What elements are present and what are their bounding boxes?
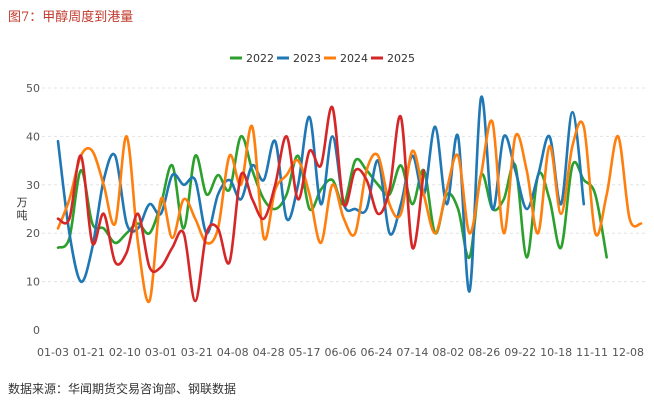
x-axis-ticks: 01-03 01-21 02-10 03-01 03-21 04-08 04-28 05-17… bbox=[37, 346, 644, 359]
x-tick-label: 07-14 bbox=[396, 346, 428, 359]
y-tick-label: 0 bbox=[33, 324, 40, 337]
x-tick-label: 06-06 bbox=[325, 346, 357, 359]
y-tick-label: 10 bbox=[26, 276, 40, 289]
x-tick-label: 10-18 bbox=[540, 346, 572, 359]
legend-label: 2024 bbox=[340, 52, 368, 65]
x-tick-label: 12-08 bbox=[612, 346, 644, 359]
x-tick-label: 04-28 bbox=[253, 346, 285, 359]
series-group bbox=[56, 95, 643, 304]
x-tick-label: 04-08 bbox=[217, 346, 249, 359]
x-tick-label: 03-21 bbox=[181, 346, 213, 359]
y-tick-label: 30 bbox=[26, 179, 40, 192]
figure-source: 数据来源：华闻期货交易咨询部、钢联数据 bbox=[8, 382, 237, 396]
x-tick-label: 06-24 bbox=[360, 346, 392, 359]
x-tick-label: 09-22 bbox=[504, 346, 536, 359]
x-tick-label: 01-21 bbox=[73, 346, 105, 359]
figure-title: 图7：甲醇周度到港量 bbox=[8, 10, 134, 25]
y-tick-label: 40 bbox=[26, 130, 40, 143]
series-line-2024 bbox=[56, 119, 643, 304]
legend-label: 2025 bbox=[387, 52, 415, 65]
y-tick-label: 20 bbox=[26, 227, 40, 240]
x-tick-label: 08-26 bbox=[468, 346, 500, 359]
series-line-2025 bbox=[56, 106, 426, 303]
x-tick-label: 03-01 bbox=[145, 346, 177, 359]
y-tick-label: 50 bbox=[26, 82, 40, 95]
x-tick-label: 01-03 bbox=[37, 346, 69, 359]
x-tick-label: 11-11 bbox=[576, 346, 608, 359]
x-tick-label: 02-10 bbox=[109, 346, 141, 359]
legend-label: 2023 bbox=[293, 52, 321, 65]
legend-label: 2022 bbox=[246, 52, 274, 65]
y-axis-ticks: 0 10 20 30 40 50 bbox=[26, 82, 40, 337]
y-axis-label: 万吨 bbox=[17, 196, 28, 222]
series-line-2023 bbox=[56, 95, 586, 293]
x-tick-label: 08-02 bbox=[432, 346, 464, 359]
x-tick-label: 05-17 bbox=[289, 346, 321, 359]
legend: 2022 2023 2024 2025 bbox=[230, 52, 415, 65]
grid-lines bbox=[42, 87, 645, 283]
